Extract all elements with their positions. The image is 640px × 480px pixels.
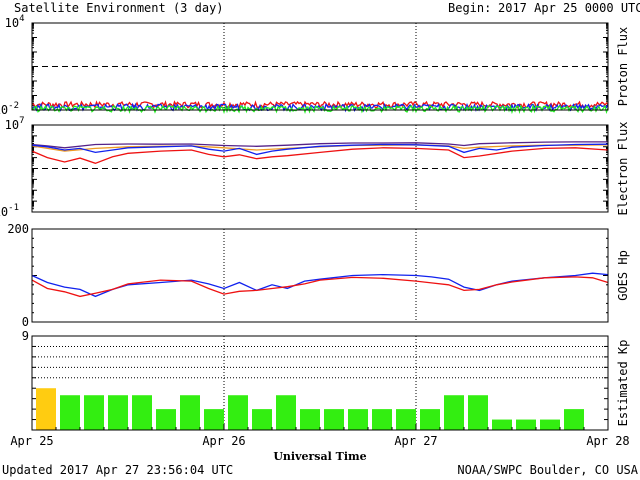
kp-bar bbox=[180, 395, 200, 430]
kp-bar bbox=[300, 409, 320, 430]
y-tick-label: 10-1 bbox=[0, 203, 19, 219]
kp-bar bbox=[540, 419, 560, 430]
y-tick-label: 107 bbox=[5, 116, 25, 132]
y-axis-label: GOES Hp bbox=[616, 250, 630, 301]
panel-electron: 107 10-1 Electron Flux bbox=[0, 116, 630, 219]
panel-goes_hp: 200 0 GOES Hp bbox=[7, 222, 630, 329]
panel-frame bbox=[31, 22, 609, 111]
y-tick-label: 200 bbox=[7, 222, 29, 236]
kp-bar bbox=[228, 395, 248, 430]
panel-proton: 104 10-2 Proton Flux bbox=[0, 14, 630, 117]
kp-bar bbox=[516, 419, 536, 430]
kp-bar bbox=[492, 419, 512, 430]
kp-bar bbox=[564, 409, 584, 430]
x-tick-label: Apr 27 bbox=[394, 434, 437, 448]
series-blue bbox=[31, 143, 609, 156]
x-tick-label: Apr 25 bbox=[10, 434, 53, 448]
y-tick-label: 9 bbox=[22, 329, 29, 343]
kp-bar bbox=[252, 409, 272, 430]
kp-bar bbox=[420, 409, 440, 430]
series-purple bbox=[31, 141, 608, 149]
kp-bar bbox=[348, 409, 368, 430]
updated-timestamp: Updated 2017 Apr 27 23:56:04 UTC bbox=[2, 463, 233, 477]
y-axis-label: Proton Flux bbox=[616, 27, 630, 106]
kp-bar bbox=[132, 395, 152, 430]
kp-bar bbox=[60, 395, 80, 430]
series-blue bbox=[31, 272, 609, 298]
kp-bar bbox=[108, 395, 128, 430]
panel-frame bbox=[31, 124, 609, 213]
plot-panels: 104 10-2 Proton Flux 107 10-1 Electron Flux 20… bbox=[0, 14, 630, 431]
y-tick-label: 10-2 bbox=[0, 101, 19, 117]
kp-bar bbox=[276, 395, 296, 430]
kp-bar bbox=[204, 409, 224, 430]
panel-frame bbox=[31, 228, 609, 323]
y-axis-label: Estimated Kp bbox=[616, 340, 630, 427]
x-tick-label: Apr 26 bbox=[202, 434, 245, 448]
kp-bar bbox=[396, 409, 416, 430]
panel-kp: 9 Estimated Kp bbox=[22, 329, 630, 431]
kp-bar bbox=[36, 388, 56, 430]
series-green bbox=[31, 103, 609, 115]
kp-bar bbox=[324, 409, 344, 430]
begin-value: 2017 Apr 25 0000 UTC bbox=[498, 1, 640, 15]
x-axis-label: Universal Time bbox=[273, 450, 366, 463]
kp-bar bbox=[84, 395, 104, 430]
series-red bbox=[31, 276, 609, 298]
y-tick-label: 104 bbox=[5, 14, 25, 30]
time-axis: Apr 25 Apr 26 Apr 27 Apr 28 bbox=[10, 424, 630, 448]
series-red bbox=[31, 147, 609, 164]
kp-bar bbox=[444, 395, 464, 430]
chart-title: Satellite Environment (3 day) bbox=[14, 1, 224, 15]
kp-bar bbox=[372, 409, 392, 430]
kp-bar bbox=[156, 409, 176, 430]
begin-label: Begin: bbox=[448, 1, 491, 15]
y-tick-label: 0 bbox=[22, 315, 29, 329]
credit-text: NOAA/SWPC Boulder, CO USA bbox=[457, 463, 638, 477]
x-tick-label: Apr 28 bbox=[586, 434, 629, 448]
y-axis-label: Electron Flux bbox=[616, 122, 630, 216]
kp-bar bbox=[468, 395, 488, 430]
